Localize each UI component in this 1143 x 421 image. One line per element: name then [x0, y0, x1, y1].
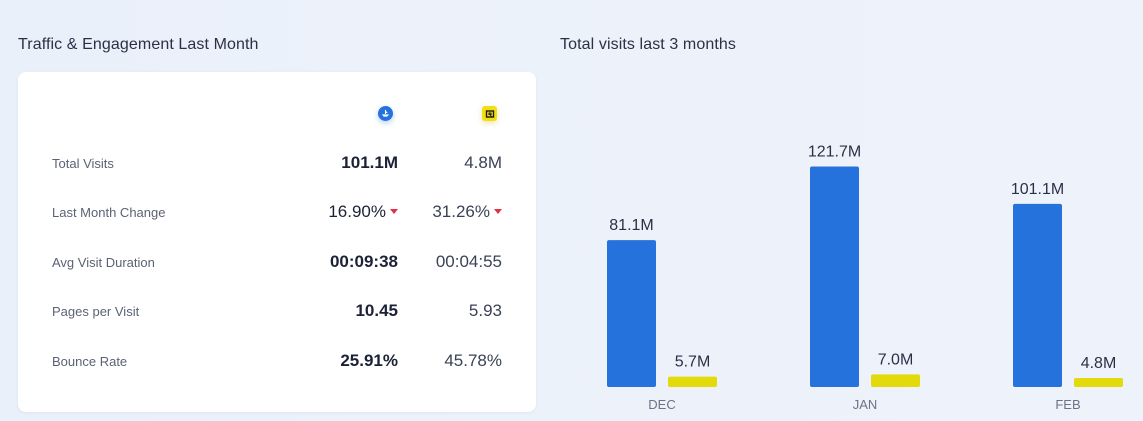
- site1-value: 25.91%: [340, 351, 398, 370]
- x-tick-label: DEC: [648, 397, 675, 412]
- caret-down-icon: [494, 209, 502, 214]
- bar-dec-series-2: [668, 376, 717, 387]
- yellow-site-logo-icon: [482, 106, 497, 121]
- site1-value: 10.45: [355, 301, 398, 320]
- site2-value: 31.26%: [432, 202, 490, 221]
- metric-row-pages-per-visit: Pages per Visit 10.45 5.93: [18, 297, 536, 327]
- visits-bar-chart: 81.1M 5.7M DEC 121.7M 7.0M JAN 101.1M 4.8M FEB: [607, 144, 1123, 412]
- bar-feb-series-2: [1074, 378, 1123, 387]
- site1-value: 16.90%: [328, 202, 386, 221]
- traffic-engagement-title: Traffic & Engagement Last Month: [18, 36, 259, 53]
- metric-row-avg-visit-duration: Avg Visit Duration 00:09:38 00:04:55: [18, 248, 536, 278]
- metric-row-bounce-rate: Bounce Rate 25.91% 45.78%: [18, 347, 536, 377]
- site2-value: 5.93: [468, 301, 502, 320]
- metric-label: Bounce Rate: [52, 354, 128, 369]
- metric-label: Last Month Change: [52, 205, 166, 220]
- bar-value-label: 121.7M: [808, 144, 861, 161]
- blue-site-logo-icon: [378, 106, 393, 121]
- bar-value-label: 81.1M: [609, 217, 653, 234]
- bar-jan-series-1: [810, 166, 859, 387]
- metric-label: Avg Visit Duration: [52, 255, 155, 270]
- bar-value-label: 101.1M: [1011, 181, 1064, 198]
- site2-value: 45.78%: [444, 351, 502, 370]
- metric-label: Pages per Visit: [52, 304, 140, 319]
- traffic-engagement-card: Total Visits 101.1M 4.8M Last Month Chan…: [18, 72, 536, 412]
- site1-value: 101.1M: [341, 153, 398, 172]
- bar-dec-series-1: [607, 240, 656, 387]
- total-visits-title: Total visits last 3 months: [560, 36, 736, 53]
- metric-label: Total Visits: [52, 156, 114, 171]
- bar-value-label: 4.8M: [1081, 355, 1117, 372]
- site2-value: 4.8M: [464, 153, 502, 172]
- site1-value: 00:09:38: [329, 252, 398, 271]
- bar-feb-series-1: [1013, 203, 1062, 387]
- metric-row-total-visits: Total Visits 101.1M 4.8M: [18, 149, 536, 179]
- caret-down-icon: [390, 209, 398, 214]
- x-tick-label: FEB: [1055, 397, 1080, 412]
- x-tick-label: JAN: [853, 397, 878, 412]
- bar-value-label: 5.7M: [675, 354, 711, 371]
- metric-row-last-month-change: Last Month Change 16.90% 31.26%: [18, 198, 536, 228]
- site2-value: 00:04:55: [435, 252, 502, 271]
- bar-jan-series-2: [871, 374, 920, 387]
- bar-value-label: 7.0M: [878, 351, 914, 368]
